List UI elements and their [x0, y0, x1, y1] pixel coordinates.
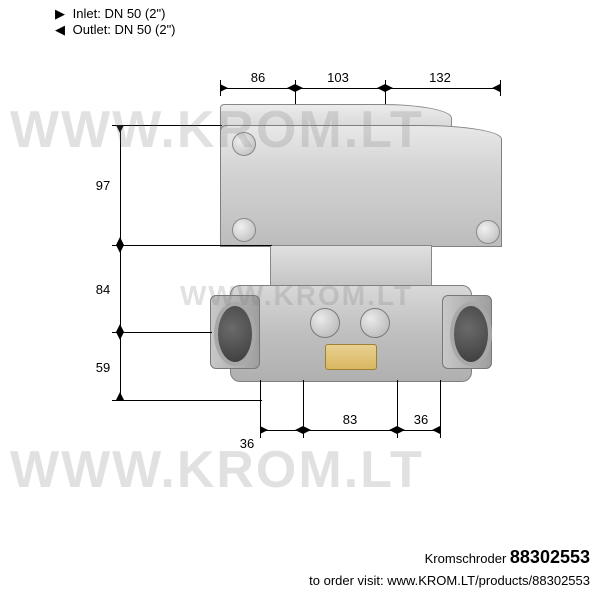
dim-left-line	[120, 125, 121, 400]
dim-arrow-icon	[287, 84, 295, 92]
part-number: 88302553	[510, 547, 590, 567]
dim-arrow-icon	[432, 426, 440, 434]
footer: Kromschroder 88302553 to order visit: ww…	[309, 544, 590, 591]
dim-left-lower: 59	[90, 360, 116, 375]
dim-arrow-icon	[377, 84, 385, 92]
thread-inlet	[214, 302, 256, 366]
ext-line	[440, 380, 441, 438]
dim-arrow-icon	[389, 426, 397, 434]
order-url[interactable]: www.KROM.LT/products/88302553	[387, 573, 590, 588]
spec-outlet: ◀ Outlet: DN 50 (2")	[55, 22, 176, 38]
rating-plate	[325, 344, 377, 370]
screw-icon	[232, 132, 256, 156]
dim-bottom-center: 83	[335, 412, 365, 427]
dim-left-middle: 84	[90, 282, 116, 297]
dim-tick	[500, 80, 501, 96]
ext-line	[112, 332, 212, 333]
outlet-label: Outlet:	[73, 22, 111, 37]
order-prefix: to order visit:	[309, 573, 383, 588]
arrow-out-icon: ◀	[55, 22, 65, 38]
dim-arrow-icon	[220, 84, 228, 92]
dim-bottom-left: 36	[232, 436, 262, 451]
dim-bottom-right: 36	[406, 412, 436, 427]
screw-icon	[232, 218, 256, 242]
outlet-value: DN 50 (2")	[115, 22, 176, 37]
dim-top-left: 86	[238, 70, 278, 85]
spec-inlet: ▶ Inlet: DN 50 (2")	[55, 6, 165, 22]
actuator-housing	[220, 125, 502, 247]
ext-line	[112, 125, 222, 126]
screw-icon	[476, 220, 500, 244]
bolt-lug	[310, 308, 340, 338]
ext-line	[112, 245, 272, 246]
dim-left-upper: 97	[90, 178, 116, 193]
technical-drawing: 86 103 132 97 84 59	[60, 70, 540, 520]
arrow-in-icon: ▶	[55, 6, 65, 22]
ext-line	[112, 400, 262, 401]
dim-arrow-icon	[116, 324, 124, 332]
inlet-value: DN 50 (2")	[104, 6, 165, 21]
dim-arrow-icon	[116, 245, 124, 253]
neck	[270, 245, 432, 287]
dim-arrow-icon	[116, 332, 124, 340]
dim-arrow-icon	[397, 426, 405, 434]
inlet-label: Inlet:	[73, 6, 101, 21]
dim-arrow-icon	[492, 84, 500, 92]
dim-arrow-icon	[295, 84, 303, 92]
dim-arrow-icon	[116, 237, 124, 245]
bolt-lug	[360, 308, 390, 338]
dim-top-right: 132	[420, 70, 460, 85]
brand-label: Kromschroder	[425, 551, 507, 566]
thread-outlet	[450, 302, 492, 366]
dim-top-mid: 103	[318, 70, 358, 85]
dim-arrow-icon	[116, 125, 124, 133]
figure-canvas: ▶ Inlet: DN 50 (2") ◀ Outlet: DN 50 (2")…	[0, 0, 600, 600]
dim-top-line	[220, 88, 500, 89]
dim-arrow-icon	[303, 426, 311, 434]
dim-arrow-icon	[295, 426, 303, 434]
dim-arrow-icon	[385, 84, 393, 92]
dim-arrow-icon	[260, 426, 268, 434]
dim-arrow-icon	[116, 392, 124, 400]
dim-bottom-line	[260, 430, 440, 431]
